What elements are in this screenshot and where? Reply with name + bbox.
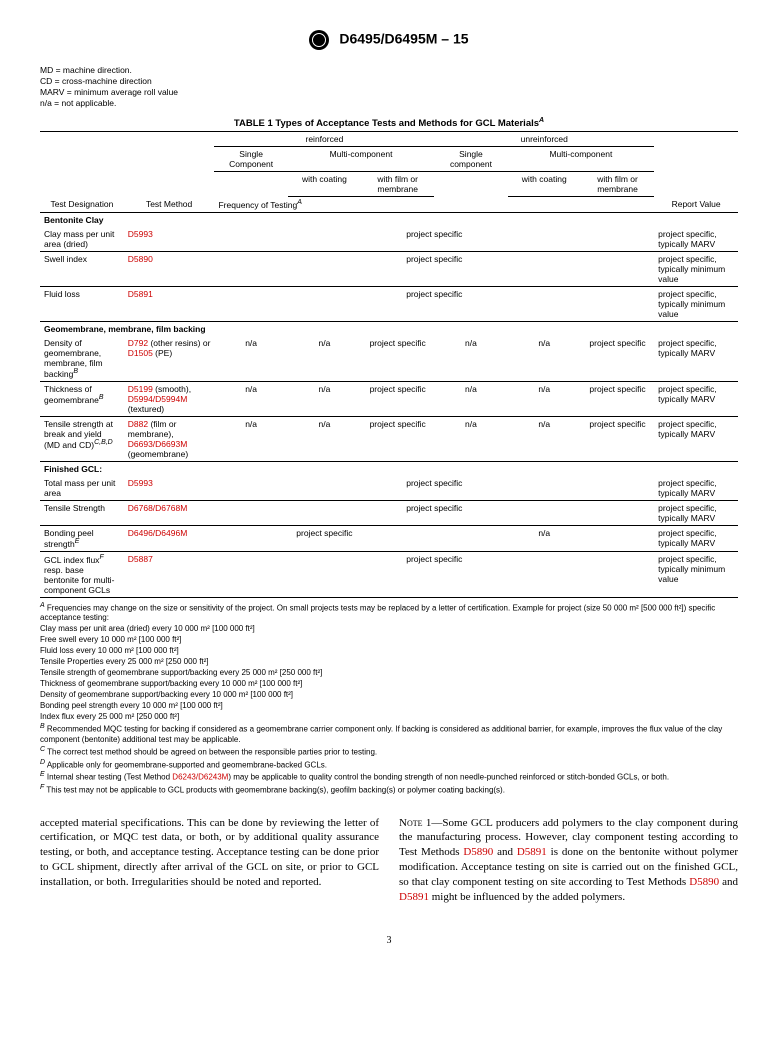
cell: n/a [434, 417, 507, 462]
table-footnotes: A Frequencies may change on the size or … [40, 602, 738, 796]
cell: project specific [581, 417, 654, 462]
cell: project specific, typically MARV [654, 382, 738, 417]
cell: project specific, typically MARV [654, 476, 738, 501]
method-link[interactable]: D6496/D6496M [128, 528, 188, 538]
doc-header: D6495/D6495M – 15 [40, 30, 738, 50]
cell: n/a [288, 336, 361, 381]
method-link[interactable]: D5890 [689, 876, 719, 888]
doc-id: D6495/D6495M – 15 [339, 31, 468, 47]
method-link[interactable]: D6243/D6243M [172, 773, 228, 782]
cell: n/a [288, 382, 361, 417]
cell: project specific, typically MARV [654, 526, 738, 552]
method-link[interactable]: D882 [128, 419, 148, 429]
cell: project specific [581, 336, 654, 381]
cell: project specific [214, 287, 654, 322]
cell: n/a [508, 417, 581, 462]
method-link[interactable]: D6693/D6693M [128, 439, 188, 449]
cell: project specific [361, 417, 434, 462]
table-title: TABLE 1 Types of Acceptance Tests and Me… [40, 117, 738, 129]
col-header: Multi-component [508, 147, 655, 172]
test-designation: Density of geomembrane, membrane, film b… [40, 336, 124, 381]
cell: n/a [214, 417, 287, 462]
cell: D882 (film or membrane), D6693/D6693M (g… [124, 417, 215, 462]
abbrev-line: n/a = not applicable. [40, 98, 738, 109]
cell: project specific, typically minimum valu… [654, 551, 738, 597]
cell: n/a [214, 336, 287, 381]
abbrev-line: CD = cross-machine direction [40, 76, 738, 87]
cell: n/a [288, 417, 361, 462]
test-designation: Clay mass per unit area (dried) [40, 227, 124, 252]
cell: project specific, typically minimum valu… [654, 252, 738, 287]
method-link[interactable]: D1505 [128, 348, 153, 358]
col-header: Single Component [214, 147, 287, 172]
method-link[interactable]: D5891 [128, 289, 153, 299]
method-link[interactable]: D5890 [463, 846, 493, 858]
col-header: reinforced [214, 132, 434, 147]
col-header: with film or membrane [361, 172, 434, 197]
method-link[interactable]: D5887 [128, 554, 153, 564]
section-heading: Geomembrane, membrane, film backing [40, 322, 738, 337]
col-header: with film or membrane [581, 172, 654, 197]
method-link[interactable]: D792 [128, 338, 148, 348]
cell: project specific, typically MARV [654, 336, 738, 381]
section-heading: Finished GCL: [40, 462, 738, 477]
cell: project specific [361, 382, 434, 417]
cell: project specific [361, 336, 434, 381]
method-link[interactable]: D5891 [399, 891, 429, 903]
astm-logo-icon [309, 30, 329, 50]
col-header: with coating [508, 172, 581, 197]
col-header: Report Value [654, 197, 738, 213]
method-link[interactable]: D5993 [128, 478, 153, 488]
cell: project specific [214, 227, 654, 252]
left-column: accepted material specifications. This c… [40, 816, 379, 905]
abbreviations: MD = machine direction. CD = cross-machi… [40, 65, 738, 109]
cell: n/a [508, 382, 581, 417]
cell: project specific, typically minimum valu… [654, 287, 738, 322]
page-number: 3 [40, 935, 738, 946]
method-link[interactable]: D5993 [128, 229, 153, 239]
cell: project specific [581, 382, 654, 417]
col-header: Test Method [124, 197, 215, 213]
test-designation: Fluid loss [40, 287, 124, 322]
cell: n/a [434, 336, 507, 381]
cell: project specific [214, 501, 654, 526]
cell: D5199 (smooth), D5994/D5994M (textured) [124, 382, 215, 417]
method-link[interactable]: D6768/D6768M [128, 503, 188, 513]
right-column: Note 1—Some GCL producers add polymers t… [399, 816, 738, 905]
method-link[interactable]: D5199 [128, 384, 153, 394]
cell: project specific [214, 476, 654, 501]
test-designation: GCL index fluxF resp. base bentonite for… [40, 551, 124, 597]
acceptance-tests-table: reinforced unreinforced Single Component… [40, 131, 738, 597]
body-text: accepted material specifications. This c… [40, 816, 738, 905]
col-header: Test Designation [40, 197, 124, 213]
method-link[interactable]: D5891 [517, 846, 547, 858]
cell: project specific, typically MARV [654, 417, 738, 462]
cell: n/a [214, 382, 287, 417]
col-header: Single component [434, 147, 507, 172]
col-header: unreinforced [434, 132, 654, 147]
cell: n/a [434, 526, 654, 552]
test-designation: Thickness of geomembraneB [40, 382, 124, 417]
test-designation: Bonding peel strengthE [40, 526, 124, 552]
cell: D792 (other resins) or D1505 (PE) [124, 336, 215, 381]
col-header: Frequency of TestingA [214, 197, 654, 213]
abbrev-line: MARV = minimum average roll value [40, 87, 738, 98]
col-header: with coating [288, 172, 361, 197]
method-link[interactable]: D5890 [128, 254, 153, 264]
cell: project specific, typically MARV [654, 501, 738, 526]
section-heading: Bentonite Clay [40, 213, 738, 228]
cell: project specific [214, 551, 654, 597]
abbrev-line: MD = machine direction. [40, 65, 738, 76]
test-designation: Tensile Strength [40, 501, 124, 526]
method-link[interactable]: D5994/D5994M [128, 394, 188, 404]
cell: project specific [214, 526, 434, 552]
test-designation: Swell index [40, 252, 124, 287]
col-header: Multi-component [288, 147, 435, 172]
test-designation: Tensile strength at break and yield (MD … [40, 417, 124, 462]
cell: project specific [214, 252, 654, 287]
cell: n/a [434, 382, 507, 417]
cell: n/a [508, 336, 581, 381]
test-designation: Total mass per unit area [40, 476, 124, 501]
cell: project specific, typically MARV [654, 227, 738, 252]
